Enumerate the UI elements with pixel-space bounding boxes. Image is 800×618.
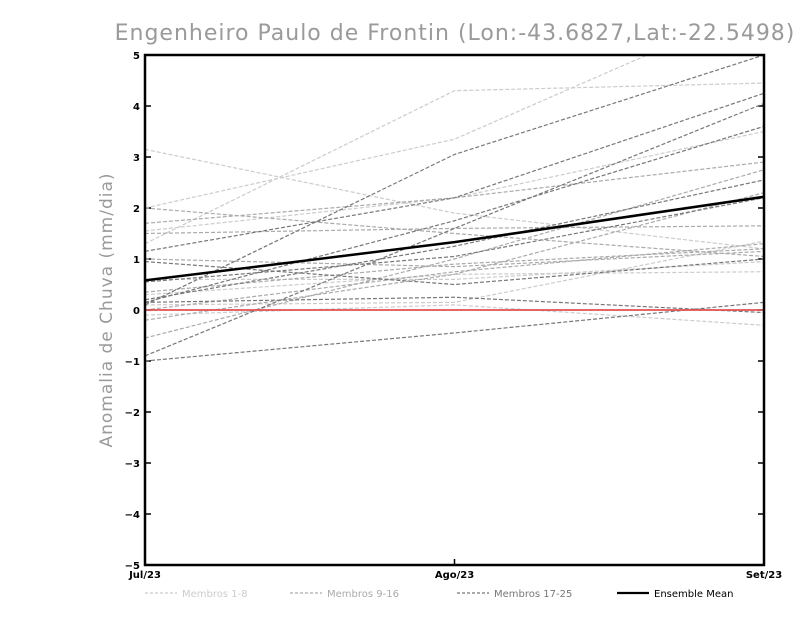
member-line-membro-22	[145, 258, 764, 286]
member-line-membro-19	[145, 296, 764, 314]
member-line-membro-23	[145, 125, 764, 303]
member-line-membro-7	[145, 130, 764, 232]
x-tick-label: Jul/23	[128, 570, 161, 581]
member-line-membro-6	[145, 304, 764, 326]
y-tick-label: 4	[133, 102, 140, 113]
y-tick-label: −2	[125, 408, 140, 419]
x-axis-ticks: Jul/23 Ago/23 Set/23	[128, 559, 782, 581]
member-line-membro-11	[145, 225, 764, 235]
member-line-membro-24	[145, 179, 764, 301]
plot-frame	[143, 53, 766, 567]
legend-label: Membros 9-16	[327, 589, 399, 600]
member-line-membro-18	[145, 301, 764, 362]
series-layer	[145, 55, 764, 362]
member-line-membro-21	[145, 102, 764, 357]
member-line-membro-5	[145, 240, 764, 306]
member-line-membro-14	[145, 248, 764, 293]
y-tick-label: 1	[133, 255, 140, 266]
member-line-membro-13	[145, 243, 764, 311]
y-tick-label: −4	[125, 510, 140, 521]
member-line-membro-17	[145, 92, 764, 252]
y-tick-label: −1	[125, 357, 140, 368]
y-tick-label: −3	[125, 459, 140, 470]
legend: Membros 1-8 Membros 9-16 Membros 17-25 Ense…	[145, 589, 733, 600]
member-line-membro-12	[145, 169, 764, 339]
legend-label: Membros 1-8	[182, 589, 248, 600]
member-line-membro-20	[145, 55, 764, 306]
chart-title: Engenheiro Paulo de Frontin (Lon:-43.682…	[115, 21, 796, 46]
legend-label: Membros 17-25	[494, 589, 572, 600]
y-tick-label: 2	[133, 204, 140, 215]
y-axis-label: Anomalia de Chuva (mm/dia)	[97, 172, 117, 447]
member-line-membro-15	[145, 192, 764, 321]
legend-label: Ensemble Mean	[654, 589, 733, 600]
member-line-membro-2	[145, 55, 649, 209]
y-tick-label: 0	[133, 306, 140, 317]
ensemble-mean-line	[145, 195, 764, 282]
member-line-membro-16	[145, 250, 764, 268]
y-tick-label: 3	[133, 153, 140, 164]
y-tick-label: 5	[133, 51, 140, 62]
member-line-membro-1	[145, 148, 764, 250]
member-line-membro-10	[145, 207, 764, 258]
member-line-membro-8	[145, 271, 764, 296]
y-tick-label: −5	[125, 561, 140, 572]
member-line-membro-25	[145, 197, 764, 283]
member-line-membro-9	[145, 161, 764, 224]
x-tick-label: Ago/23	[435, 570, 474, 581]
member-line-membro-3	[145, 82, 764, 245]
x-tick-label: Set/23	[746, 570, 782, 581]
member-line-membro-4	[145, 260, 764, 280]
